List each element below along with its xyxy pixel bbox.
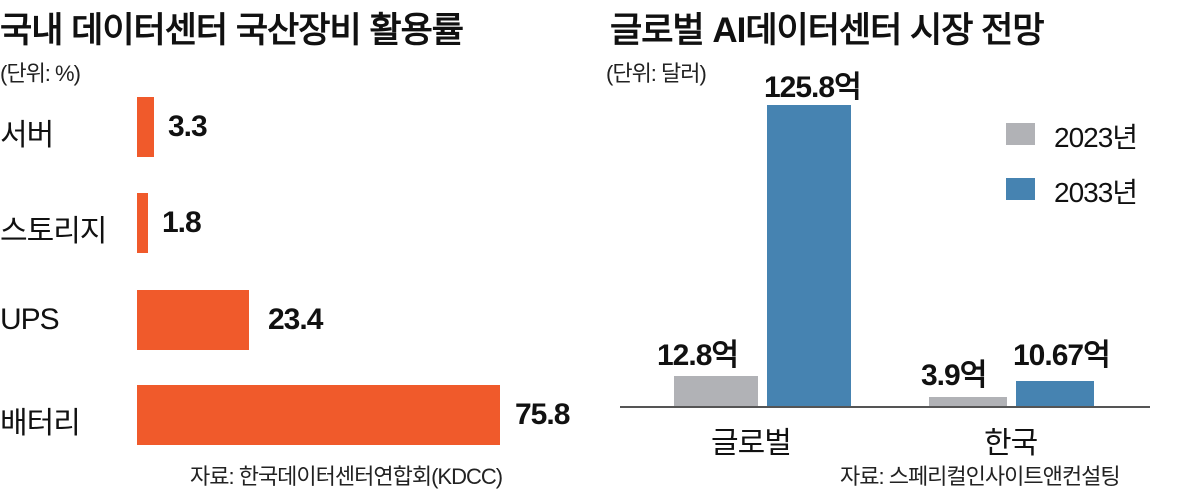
bar-storage bbox=[137, 193, 148, 253]
x-axis-label-korea: 한국 bbox=[984, 427, 1038, 460]
legend-swatch-2033 bbox=[1006, 178, 1035, 200]
right-chart-source: 자료: 스페리컬인사이트앤컨설팅 bbox=[840, 464, 1121, 489]
value-label: 1.8 bbox=[162, 206, 202, 239]
value-label: 75.8 bbox=[515, 398, 570, 431]
bar-global-2023 bbox=[674, 376, 758, 406]
left-chart-title: 국내 데이터센터 국산장비 활용률 bbox=[0, 11, 464, 50]
x-axis-label-global: 글로벌 bbox=[711, 427, 792, 460]
category-label: 배터리 bbox=[0, 407, 81, 440]
bar-server bbox=[137, 97, 154, 157]
value-label-korea-2023: 3.9억 bbox=[921, 359, 987, 392]
value-label-global-2033: 125.8억 bbox=[764, 71, 862, 104]
value-label-korea-2033: 10.67억 bbox=[1013, 339, 1111, 372]
value-label: 23.4 bbox=[268, 303, 323, 336]
value-label: 3.3 bbox=[168, 110, 208, 143]
x-axis-line bbox=[620, 406, 1150, 408]
bar-global-2033 bbox=[767, 105, 851, 406]
legend-label-2023: 2023년 bbox=[1054, 122, 1138, 153]
bar-battery bbox=[137, 385, 500, 445]
legend-swatch-2023 bbox=[1006, 123, 1035, 145]
bar-korea-2023 bbox=[929, 397, 1007, 406]
legend-label-2033: 2033년 bbox=[1054, 177, 1138, 208]
bar-korea-2033 bbox=[1016, 381, 1094, 406]
left-chart-source: 자료: 한국데이터센터연합회(KDCC) bbox=[190, 464, 503, 489]
bar-ups bbox=[137, 290, 249, 350]
category-label: 스토리지 bbox=[0, 215, 107, 248]
value-label-global-2023: 12.8억 bbox=[657, 339, 739, 372]
category-label: 서버 bbox=[0, 119, 54, 152]
right-chart-unit: (단위: 달러) bbox=[606, 61, 707, 86]
left-chart-unit: (단위: %) bbox=[0, 61, 81, 86]
right-chart-title: 글로벌 AI데이터센터 시장 전망 bbox=[610, 11, 1045, 50]
category-label: UPS bbox=[0, 303, 60, 336]
